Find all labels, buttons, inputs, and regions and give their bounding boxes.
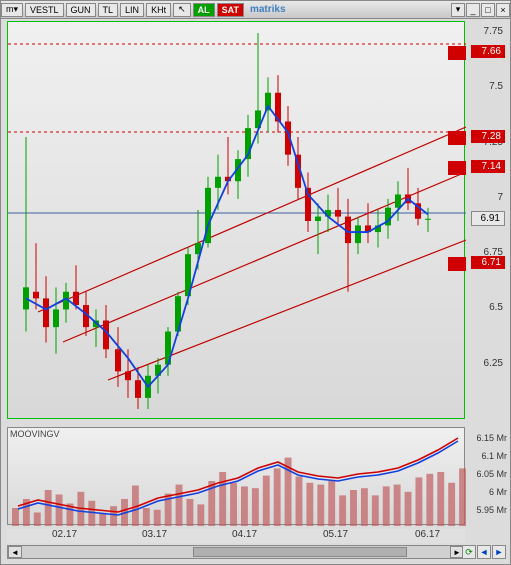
menu-icon[interactable]: m▾ <box>1 3 23 17</box>
ytick: 7.5 <box>489 81 503 92</box>
time-scrollbar[interactable]: ◄ ► <box>7 545 465 559</box>
refresh-button[interactable]: ⟳ <box>462 545 476 559</box>
dropdown-icon[interactable]: ▾ <box>451 3 465 17</box>
current-price-label: 6.91 <box>471 211 505 226</box>
scroll-thumb[interactable] <box>193 547 407 557</box>
resistance-label: 7.14 <box>471 160 505 173</box>
ytick: 6.5 <box>489 302 503 313</box>
nav-next-button[interactable]: ► <box>492 545 506 559</box>
sub-ytick: 6.15 Mr <box>476 433 507 443</box>
symbol-dropdown[interactable]: VESTL <box>25 3 64 17</box>
chart-window: m▾ VESTL GUN TL LIN KHt ↖ AL SAT matriks… <box>0 0 511 565</box>
xtick: 03.17 <box>142 529 167 540</box>
volume-chart[interactable]: MOOVINGV <box>7 427 465 525</box>
tb-kht[interactable]: KHt <box>146 3 171 17</box>
volume-axis: 6.15 Mr 6.1 Mr 6.05 Mr 6 Mr 5.95 Mr <box>465 427 509 525</box>
tb-lin[interactable]: LIN <box>120 3 144 17</box>
price-chart-svg <box>8 22 466 420</box>
sub-ytick: 6.05 Mr <box>476 469 507 479</box>
xtick: 06.17 <box>415 529 440 540</box>
volume-chart-svg <box>8 428 466 526</box>
price-chart[interactable] <box>7 21 465 419</box>
ytick: 7.75 <box>484 26 503 37</box>
brand-logo: matriks <box>246 4 290 15</box>
price-axis: 7.757.57.2576.756.56.257.667.287.146.716… <box>465 21 507 419</box>
resistance-label: 6.71 <box>471 256 505 269</box>
minimize-button[interactable]: _ <box>466 3 480 17</box>
tb-tl[interactable]: TL <box>98 3 119 17</box>
ytick: 7 <box>497 192 503 203</box>
resistance-label: 7.28 <box>471 130 505 143</box>
maximize-button[interactable]: □ <box>481 3 495 17</box>
sub-ytick: 6 Mr <box>489 487 507 497</box>
buy-button[interactable]: AL <box>193 3 215 17</box>
resistance-label: 7.66 <box>471 45 505 58</box>
scroll-track[interactable] <box>22 546 450 558</box>
sub-ytick: 6.1 Mr <box>481 451 507 461</box>
ytick: 6.25 <box>484 358 503 369</box>
close-button[interactable]: × <box>496 3 510 17</box>
tb-gun[interactable]: GUN <box>66 3 96 17</box>
tb-tool-icon[interactable]: ↖ <box>173 3 191 17</box>
nav-prev-button[interactable]: ◄ <box>477 545 491 559</box>
sell-button[interactable]: SAT <box>217 3 244 17</box>
scroll-left-button[interactable]: ◄ <box>8 546 22 558</box>
nav-buttons: ⟳ ◄ ► <box>462 545 506 559</box>
sub-ytick: 5.95 Mr <box>476 505 507 515</box>
time-axis: 02.17 03.17 04.17 05.17 06.17 <box>7 529 465 543</box>
xtick: 02.17 <box>52 529 77 540</box>
xtick: 05.17 <box>323 529 348 540</box>
xtick: 04.17 <box>232 529 257 540</box>
symbol-label: VESTL <box>30 5 59 15</box>
titlebar: m▾ VESTL GUN TL LIN KHt ↖ AL SAT matriks… <box>1 1 510 19</box>
